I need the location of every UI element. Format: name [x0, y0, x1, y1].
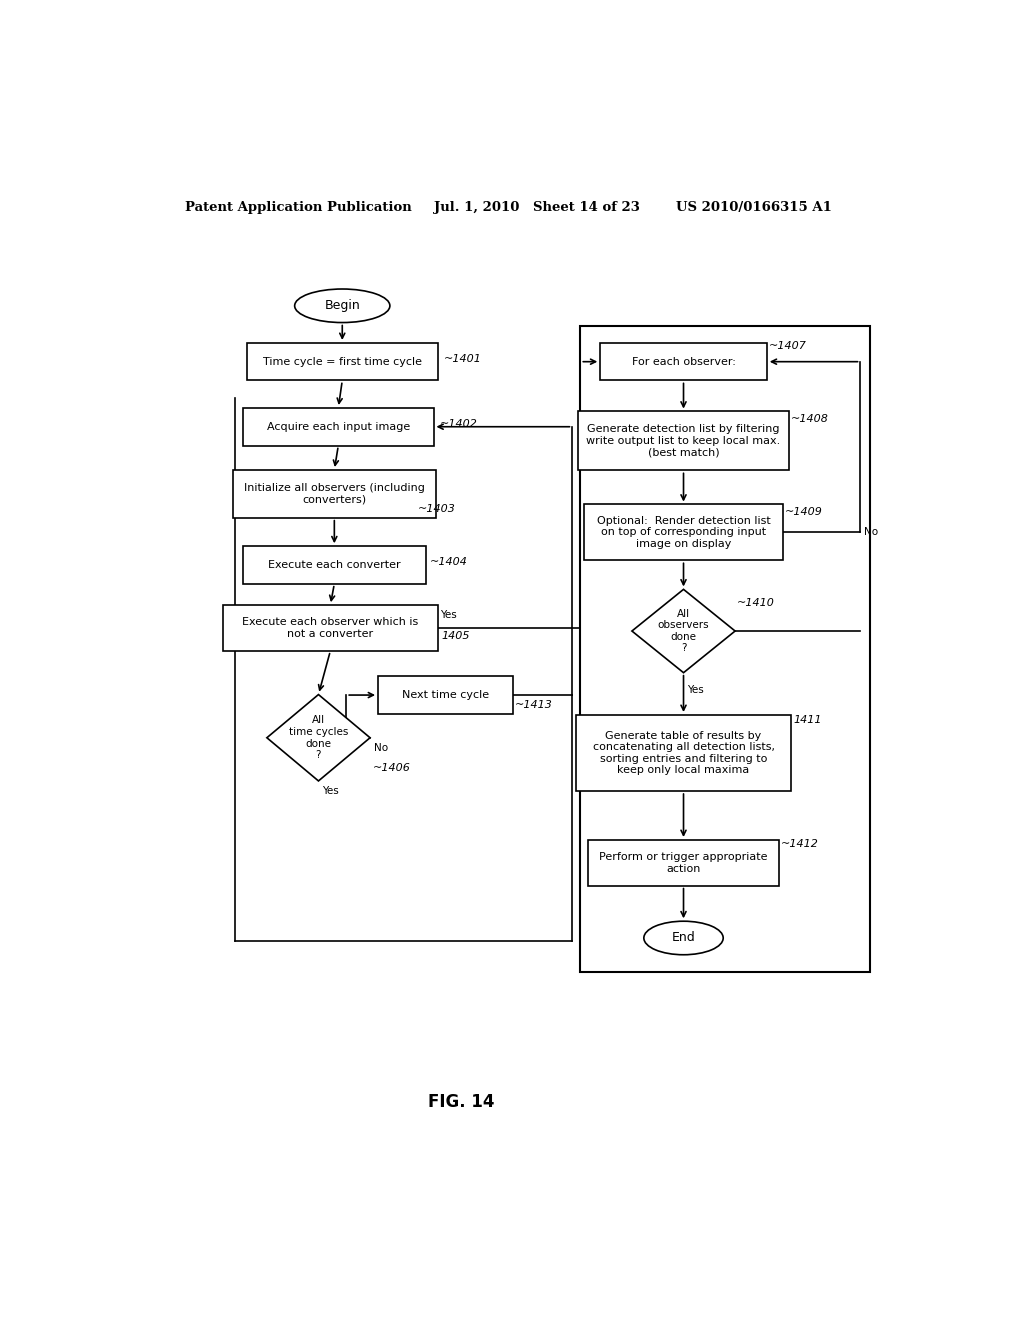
Polygon shape [632, 589, 735, 673]
Text: ~1406: ~1406 [373, 763, 411, 774]
Text: Optional:  Render detection list
on top of corresponding input
image on display: Optional: Render detection list on top o… [597, 516, 770, 549]
Text: ~1410: ~1410 [736, 598, 774, 607]
FancyBboxPatch shape [579, 412, 788, 470]
Text: ~1408: ~1408 [791, 413, 828, 424]
Text: Generate table of results by
concatenating all detection lists,
sorting entries : Generate table of results by concatenati… [593, 730, 774, 775]
FancyBboxPatch shape [600, 343, 767, 380]
Text: ~1412: ~1412 [781, 840, 819, 850]
FancyBboxPatch shape [243, 546, 426, 583]
Text: 1411: 1411 [793, 715, 821, 726]
Text: Sheet 14 of 23: Sheet 14 of 23 [532, 201, 640, 214]
Text: ~1409: ~1409 [785, 507, 823, 517]
FancyBboxPatch shape [577, 715, 791, 791]
Text: Time cycle = first time cycle: Time cycle = first time cycle [263, 356, 422, 367]
Text: All
observers
done
?: All observers done ? [657, 609, 710, 653]
Text: Jul. 1, 2010: Jul. 1, 2010 [433, 201, 519, 214]
Ellipse shape [644, 921, 723, 954]
Text: Initialize all observers (including
converters): Initialize all observers (including conv… [244, 483, 425, 504]
Text: End: End [672, 932, 695, 945]
Text: Execute each observer which is
not a converter: Execute each observer which is not a con… [243, 618, 419, 639]
Text: ~1403: ~1403 [418, 504, 456, 513]
Polygon shape [267, 694, 370, 781]
FancyBboxPatch shape [223, 605, 437, 651]
FancyBboxPatch shape [233, 470, 435, 517]
Text: Next time cycle: Next time cycle [401, 690, 489, 700]
Text: ~1402: ~1402 [440, 418, 478, 429]
FancyBboxPatch shape [585, 504, 782, 561]
Text: Yes: Yes [323, 785, 339, 796]
FancyBboxPatch shape [243, 408, 433, 446]
Text: No: No [864, 528, 879, 537]
Text: Generate detection list by filtering
write output list to keep local max.
(best : Generate detection list by filtering wri… [587, 424, 780, 458]
Text: FIG. 14: FIG. 14 [428, 1093, 495, 1110]
Text: ~1404: ~1404 [430, 557, 467, 566]
Text: Patent Application Publication: Patent Application Publication [185, 201, 412, 214]
FancyBboxPatch shape [247, 343, 437, 380]
Text: Begin: Begin [325, 300, 360, 313]
Text: No: No [374, 743, 388, 752]
Text: Yes: Yes [687, 685, 705, 694]
FancyBboxPatch shape [588, 840, 778, 886]
Text: 1405: 1405 [441, 631, 470, 642]
Text: ~1407: ~1407 [769, 342, 807, 351]
Text: Perform or trigger appropriate
action: Perform or trigger appropriate action [599, 851, 768, 874]
Text: ~1401: ~1401 [443, 354, 481, 363]
Text: Yes: Yes [440, 610, 457, 620]
Text: ~1413: ~1413 [515, 700, 553, 710]
FancyBboxPatch shape [378, 676, 513, 714]
Text: US 2010/0166315 A1: US 2010/0166315 A1 [676, 201, 831, 214]
Text: Execute each converter: Execute each converter [268, 560, 400, 570]
Ellipse shape [295, 289, 390, 322]
Text: For each observer:: For each observer: [632, 356, 735, 367]
Text: Acquire each input image: Acquire each input image [266, 421, 410, 432]
Text: All
time cycles
done
?: All time cycles done ? [289, 715, 348, 760]
